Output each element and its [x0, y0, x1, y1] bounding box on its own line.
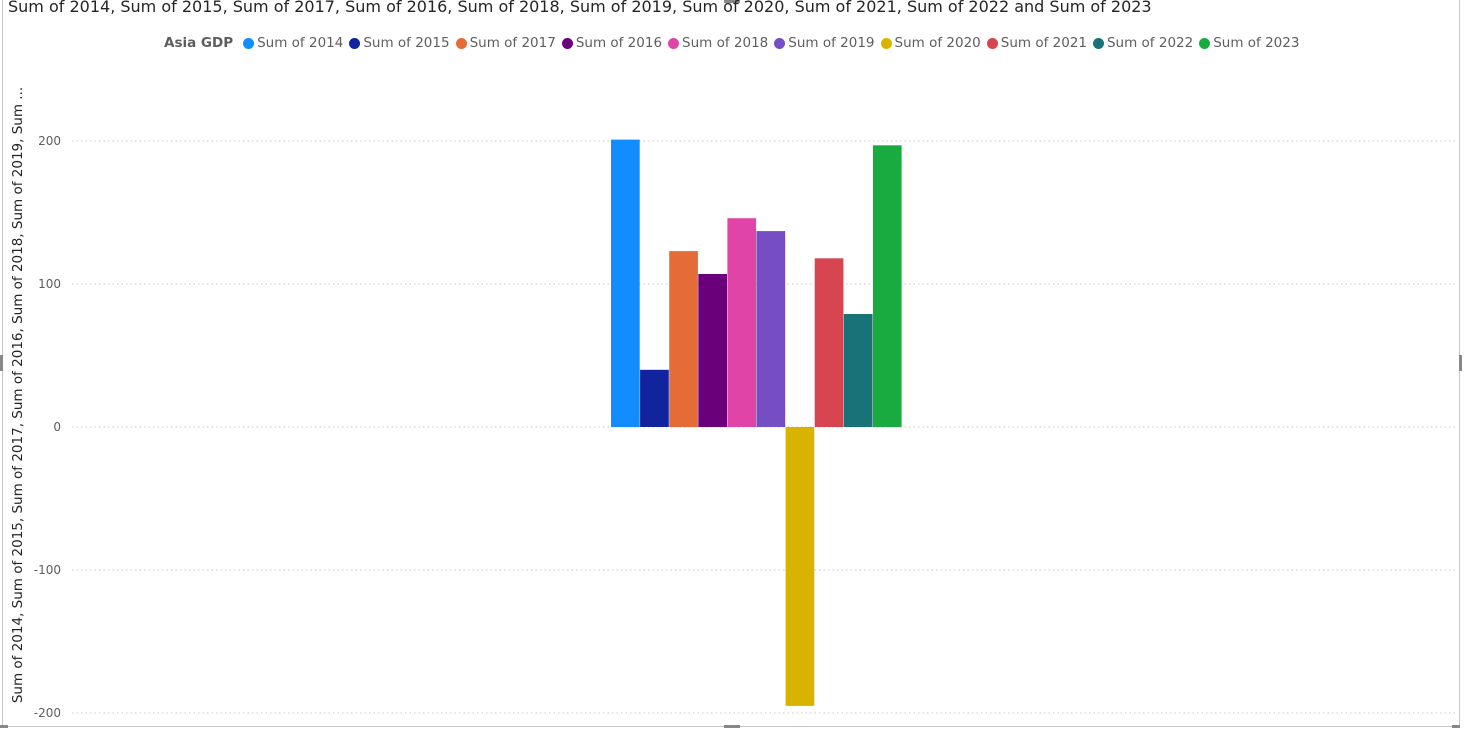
bar[interactable]: [872, 145, 902, 428]
legend-marker: [774, 37, 786, 49]
legend-item[interactable]: Sum of 2014: [243, 35, 343, 51]
resize-handle-bottom-right[interactable]: [1452, 725, 1460, 728]
bar[interactable]: [727, 218, 757, 427]
legend-item[interactable]: Sum of 2021: [986, 35, 1087, 51]
bar[interactable]: [814, 258, 844, 427]
y-tick-label: 100: [38, 277, 61, 291]
legend-marker: [455, 37, 467, 49]
legend-marker: [561, 37, 573, 49]
legend-label: Sum of 2016: [575, 35, 663, 51]
legend-label: Sum of 2020: [894, 35, 981, 51]
legend-marker: [349, 37, 361, 49]
legend-item[interactable]: Sum of 2016: [561, 35, 663, 51]
bar[interactable]: [669, 251, 698, 427]
legend-item[interactable]: Sum of 2022: [1092, 35, 1194, 51]
legend-title: Asia GDP: [164, 35, 234, 51]
legend-item[interactable]: Sum of 2023: [1199, 35, 1299, 51]
y-tick-label: 200: [38, 134, 61, 148]
legend-item[interactable]: Sum of 2017: [455, 35, 556, 51]
bar[interactable]: [698, 274, 727, 427]
y-tick-label: -100: [34, 563, 61, 577]
legend-item[interactable]: Sum of 2015: [349, 35, 450, 51]
y-tick-label: 0: [53, 420, 61, 434]
legend-item[interactable]: Sum of 2019: [774, 35, 875, 51]
resize-handle-bottom-left[interactable]: [0, 725, 8, 728]
legend-marker: [986, 37, 998, 49]
resize-handle-top[interactable]: [724, 0, 740, 3]
legend-label: Sum of 2014: [257, 35, 344, 51]
legend-marker: [1092, 37, 1104, 49]
legend-item[interactable]: Sum of 2018: [668, 35, 768, 51]
resize-handle-bottom[interactable]: [724, 725, 740, 728]
bar[interactable]: [756, 231, 786, 427]
resize-handle-right[interactable]: [1459, 355, 1462, 371]
legend-marker: [880, 37, 892, 49]
chart-title: Sum of 2014, Sum of 2015, Sum of 2017, S…: [8, 0, 1152, 16]
legend-label: Sum of 2021: [1000, 35, 1087, 51]
legend-label: Sum of 2022: [1106, 35, 1194, 51]
legend-marker: [668, 37, 680, 49]
legend-item[interactable]: Sum of 2020: [880, 35, 981, 51]
bar[interactable]: [611, 139, 640, 427]
bar[interactable]: [785, 427, 815, 706]
resize-handle-left[interactable]: [0, 355, 3, 371]
legend-label: Sum of 2017: [469, 35, 556, 51]
legend-label: Sum of 2015: [363, 35, 450, 51]
legend-marker: [243, 37, 255, 49]
bar[interactable]: [640, 369, 669, 427]
bar[interactable]: [843, 314, 873, 427]
legend-marker: [1199, 37, 1211, 49]
legend-label: Sum of 2019: [788, 35, 875, 51]
legend-label: Sum of 2023: [1213, 35, 1300, 51]
legend: Asia GDP Sum of 2014 Sum of 2015 Sum of 20…: [164, 34, 1305, 52]
y-tick-label: -200: [34, 706, 61, 720]
legend-label: Sum of 2018: [682, 35, 769, 51]
